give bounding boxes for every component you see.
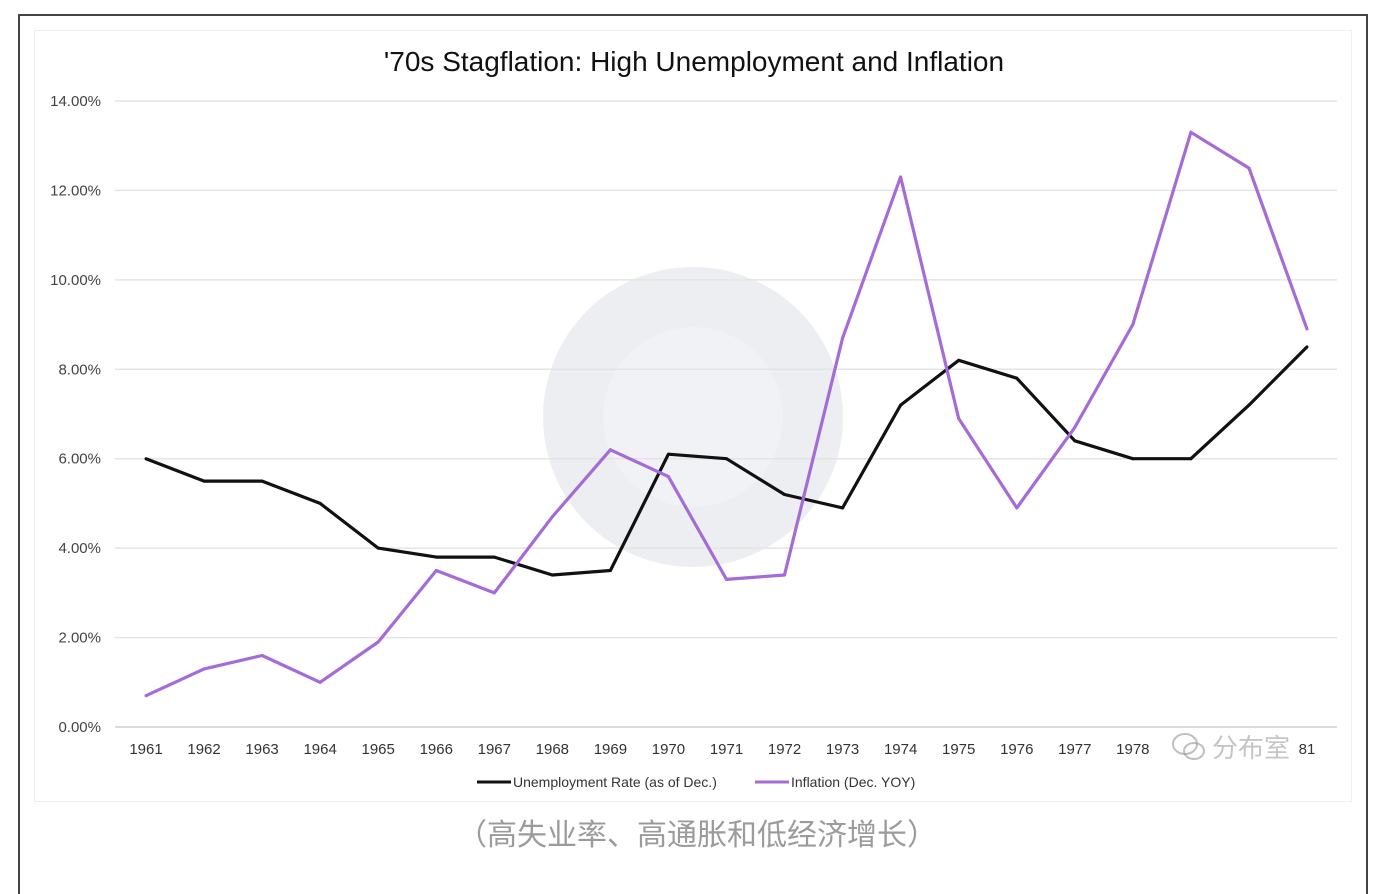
data-point xyxy=(376,546,380,550)
data-point xyxy=(318,680,322,684)
watermark-text: 分布室 xyxy=(1212,734,1291,764)
x-tick-label: 1978 xyxy=(1116,741,1149,758)
x-tick-label: 1976 xyxy=(1000,741,1033,758)
x-tick-label: 1964 xyxy=(303,741,336,758)
data-point xyxy=(1073,439,1077,443)
data-point xyxy=(725,577,728,581)
x-tick-label: 1965 xyxy=(362,741,395,758)
x-tick-label: 1970 xyxy=(652,741,685,758)
data-point xyxy=(899,175,903,179)
data-point xyxy=(260,653,264,657)
data-point xyxy=(1189,457,1193,461)
y-tick-label: 6.00% xyxy=(58,451,101,468)
y-tick-label: 10.00% xyxy=(50,272,101,289)
y-axis-ticks: 0.00% 2.00% 4.00% 6.00% 8.00% 10.00% 12.00% 14.… xyxy=(50,93,101,736)
data-point xyxy=(725,457,728,461)
y-tick-label: 0.00% xyxy=(58,719,101,736)
chart-area: '70s Stagflation: High Unemployment and … xyxy=(34,30,1352,802)
data-point xyxy=(434,569,438,572)
x-tick-label: 1971 xyxy=(710,741,743,758)
wechat-logo-icon xyxy=(1172,733,1205,760)
data-point xyxy=(550,573,554,577)
data-point xyxy=(957,416,961,420)
data-point xyxy=(666,475,670,479)
data-point xyxy=(1015,376,1019,380)
x-tick-label: 1975 xyxy=(942,741,975,758)
data-point xyxy=(376,640,380,644)
x-tick-label: 1974 xyxy=(884,741,917,758)
page-frame xyxy=(18,14,1368,894)
chart-title: '70s Stagflation: High Unemployment and … xyxy=(384,46,1004,77)
watermark-circle-logo xyxy=(543,267,843,567)
data-point xyxy=(841,336,845,340)
x-tick-label: 1969 xyxy=(594,741,627,758)
data-point xyxy=(1073,425,1077,429)
x-tick-label: 1962 xyxy=(187,741,220,758)
x-tick-label: 1966 xyxy=(420,741,453,758)
y-tick-label: 14.00% xyxy=(50,93,101,110)
figure-caption: （高失业率、高通胀和低经济增长） xyxy=(457,818,937,853)
data-point xyxy=(608,569,612,572)
grid-lines xyxy=(115,100,1337,728)
data-point xyxy=(783,492,787,496)
line-chart: '70s Stagflation: High Unemployment and … xyxy=(50,46,1337,790)
data-point xyxy=(1247,403,1251,407)
data-point xyxy=(957,358,961,362)
x-tick-label: 1967 xyxy=(478,741,511,758)
data-point xyxy=(492,555,496,559)
data-point xyxy=(492,591,496,595)
series-lines xyxy=(144,130,1309,698)
x-tick-label: 1972 xyxy=(768,741,801,758)
data-point xyxy=(608,448,612,452)
data-point xyxy=(899,403,903,407)
data-point xyxy=(318,501,322,505)
data-point xyxy=(841,506,845,510)
data-point xyxy=(202,479,206,483)
data-point xyxy=(1131,323,1135,327)
data-point xyxy=(144,694,148,698)
y-tick-label: 2.00% xyxy=(58,630,101,647)
data-point xyxy=(202,667,206,671)
data-point xyxy=(434,555,438,559)
x-tick-label: 1977 xyxy=(1058,741,1091,758)
data-point xyxy=(1305,327,1309,331)
data-point xyxy=(1247,166,1251,170)
data-point xyxy=(1131,457,1135,461)
x-tick-label: 1963 xyxy=(245,741,278,758)
data-point xyxy=(1189,130,1193,134)
data-point xyxy=(783,573,787,577)
x-tick-label: 1973 xyxy=(826,741,859,758)
legend-label: Inflation (Dec. YOY) xyxy=(791,774,915,790)
data-point xyxy=(666,452,670,456)
data-point xyxy=(550,515,554,519)
x-tick-label: 81 xyxy=(1299,741,1316,758)
y-tick-label: 4.00% xyxy=(58,540,101,557)
data-point xyxy=(1305,345,1309,349)
data-point xyxy=(144,457,148,461)
y-tick-label: 8.00% xyxy=(58,361,101,378)
legend-label: Unemployment Rate (as of Dec.) xyxy=(513,774,717,790)
legend: Unemployment Rate (as of Dec.) Inflation … xyxy=(477,774,915,790)
x-tick-label: 1968 xyxy=(536,741,569,758)
y-tick-label: 12.00% xyxy=(50,182,101,199)
x-tick-label: 1961 xyxy=(129,741,162,758)
data-point xyxy=(260,479,264,483)
x-axis-ticks: 1961 1962 1963 1964 1965 1966 1967 1968 1969 1970… xyxy=(129,741,1315,758)
data-point xyxy=(1015,506,1019,510)
